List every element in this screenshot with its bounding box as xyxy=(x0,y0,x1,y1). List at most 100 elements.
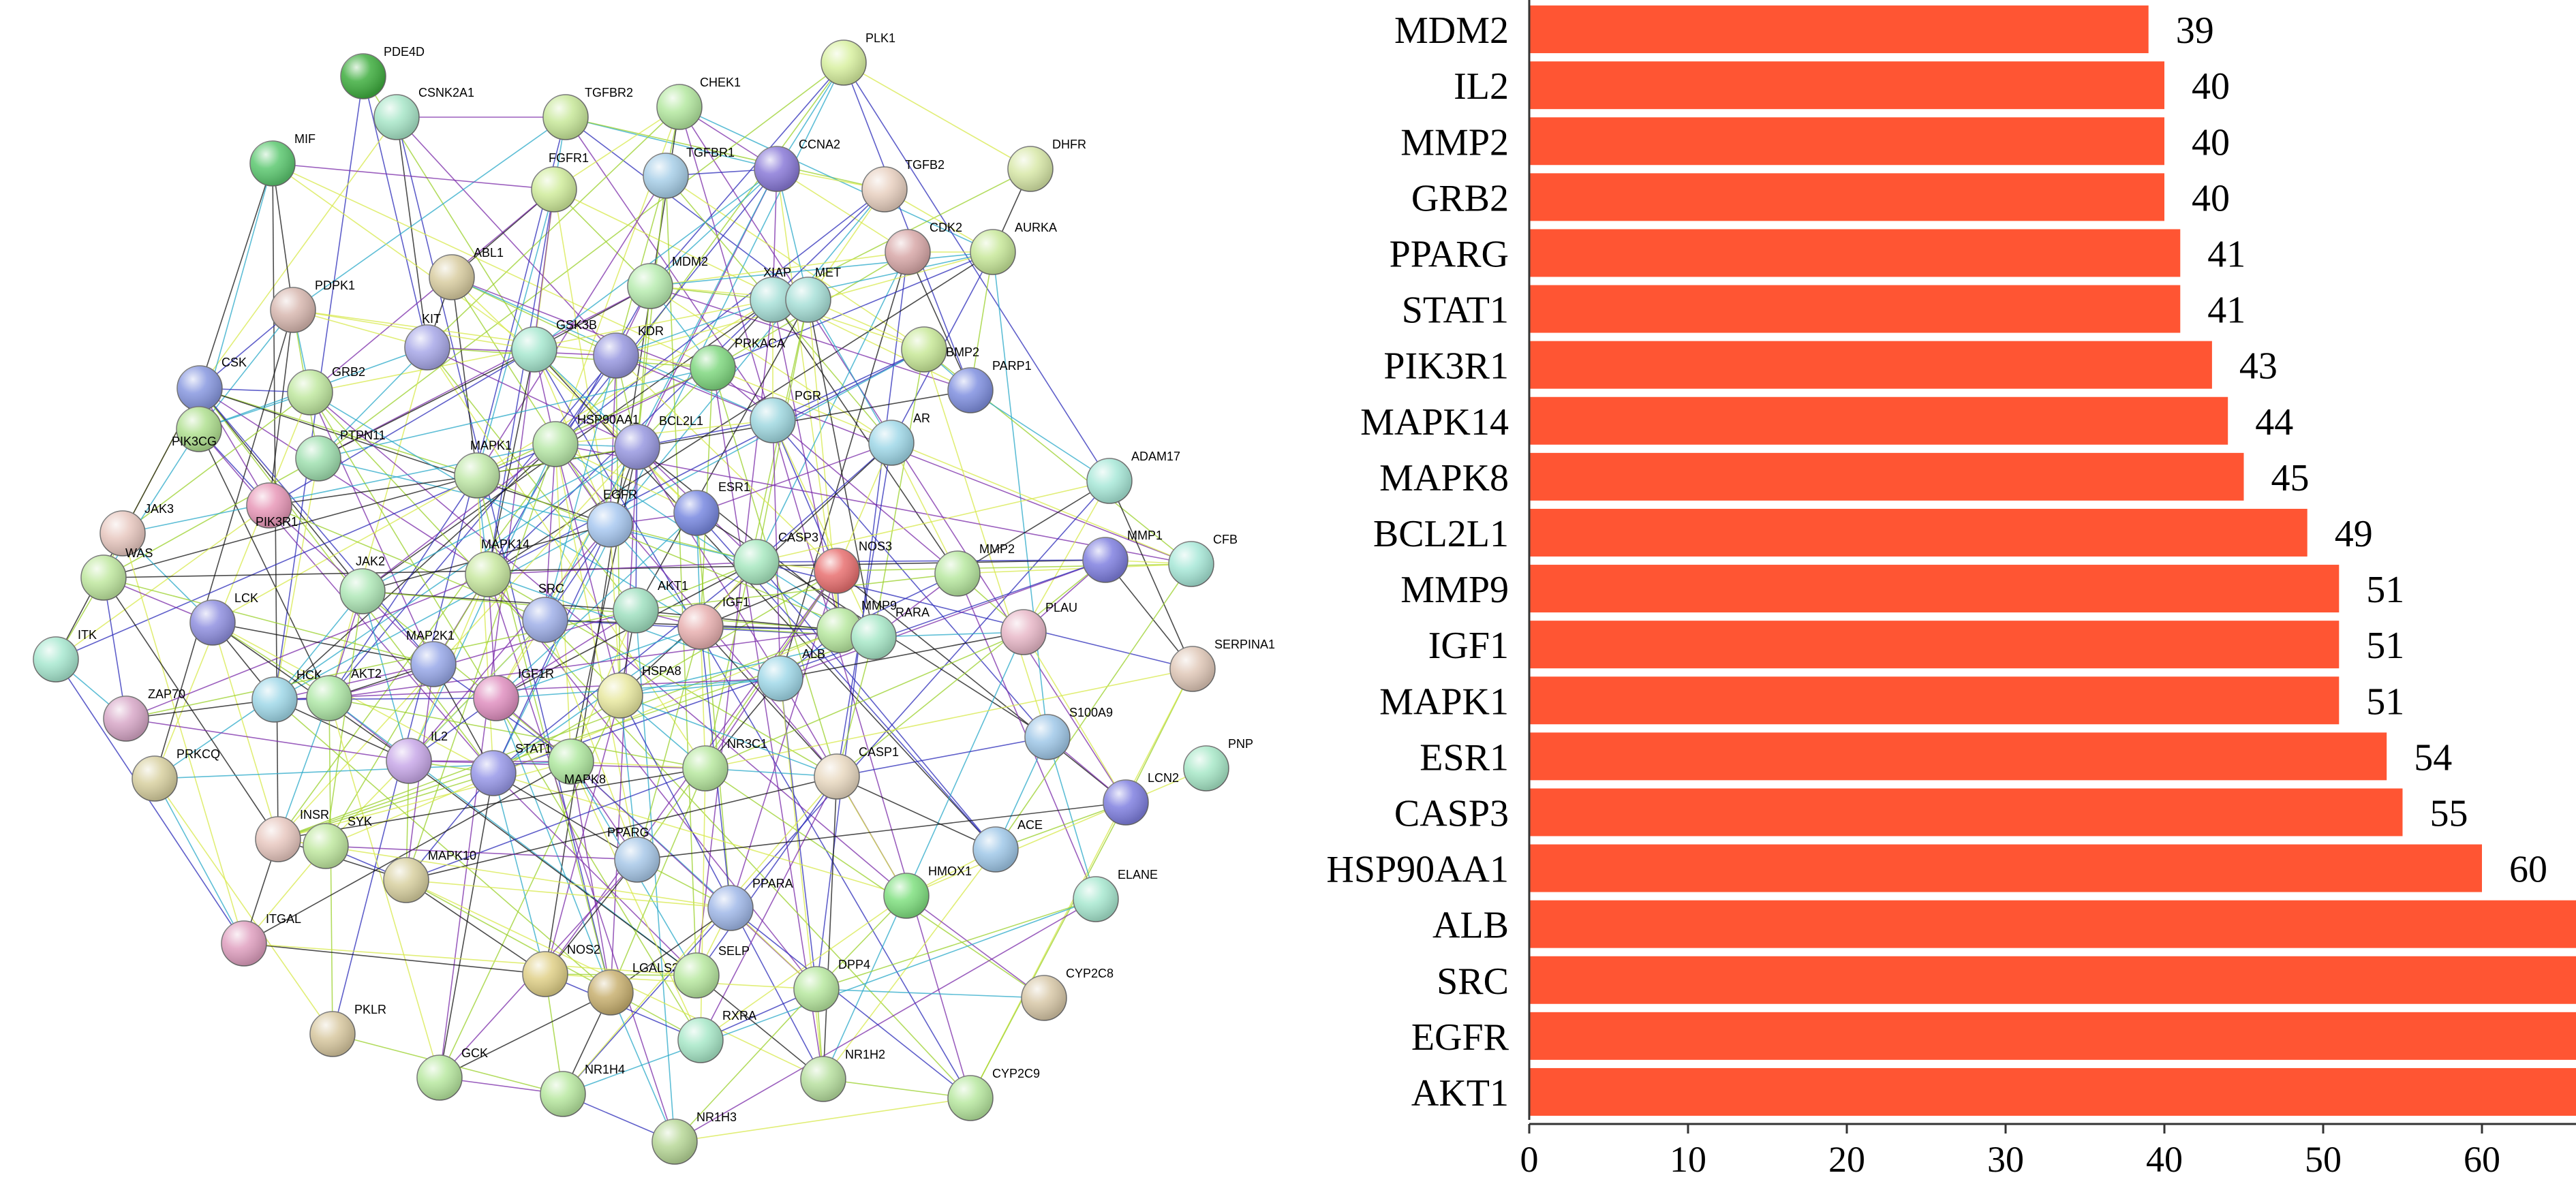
network-edge xyxy=(439,772,494,1078)
network-node: PIK3R1 xyxy=(246,482,298,529)
node-sphere-shine xyxy=(250,141,295,186)
node-label: ABL1 xyxy=(474,246,504,260)
network-node: ITGAL xyxy=(221,912,301,967)
node-label: GCK xyxy=(461,1046,488,1060)
node-sphere-shine xyxy=(543,95,588,140)
network-edge xyxy=(328,355,617,699)
x-tick-label: 20 xyxy=(1828,1139,1865,1180)
node-sphere-shine xyxy=(533,422,578,467)
value-label: 44 xyxy=(2255,401,2293,443)
node-sphere-shine xyxy=(271,287,316,332)
node-label: CASP1 xyxy=(859,745,899,759)
node-label: CSK xyxy=(221,356,247,369)
node-sphere-shine xyxy=(288,370,333,415)
network-edge xyxy=(292,309,428,348)
network-edge xyxy=(610,446,638,993)
node-label: GSK3B xyxy=(556,318,597,332)
network-node: JAK2 xyxy=(339,554,386,614)
node-sphere-shine xyxy=(256,817,301,862)
bar-series xyxy=(1529,5,2576,1116)
node-label: IGF1 xyxy=(722,595,750,609)
network-edge xyxy=(212,622,434,665)
node-label: PARP1 xyxy=(992,359,1032,373)
network-edge xyxy=(637,420,773,448)
network-node: ZAP70 xyxy=(103,687,185,742)
node-sphere-shine xyxy=(948,1076,993,1121)
node-sphere-shine xyxy=(683,746,728,791)
node-label: SERPINA1 xyxy=(1214,638,1275,651)
network-edge xyxy=(212,622,330,699)
bar-mmp2 xyxy=(1529,117,2164,166)
network-edge xyxy=(277,698,330,840)
network-edge xyxy=(637,446,781,679)
network-edge xyxy=(615,299,773,356)
network-edge xyxy=(649,285,971,391)
network-edge xyxy=(493,772,907,896)
network-edge xyxy=(103,458,319,578)
node-label: XIAP xyxy=(763,266,791,279)
node-sphere-shine xyxy=(657,84,702,129)
network-edge xyxy=(823,849,996,1080)
network-edge xyxy=(674,899,1097,1142)
network-node: MIF xyxy=(249,132,316,187)
network-node: AURKA xyxy=(970,221,1057,275)
network-edge xyxy=(970,802,1126,1099)
network-edge xyxy=(199,388,478,476)
node-sphere-shine xyxy=(613,588,658,633)
network-edge xyxy=(823,1078,971,1099)
node-sphere-shine xyxy=(902,327,947,372)
category-label: IGF1 xyxy=(1428,625,1509,667)
node-label: JAK2 xyxy=(356,554,385,568)
network-node: NR1H3 xyxy=(651,1110,737,1165)
category-label: CASP3 xyxy=(1394,792,1509,834)
network-node: IGF1R xyxy=(473,667,554,721)
network-edge xyxy=(700,776,838,1041)
node-label: PIK3CG xyxy=(172,435,217,448)
node-sphere-shine xyxy=(540,1072,585,1116)
network-edge xyxy=(615,355,838,572)
network-edge xyxy=(199,388,434,665)
network-node: KIT xyxy=(404,312,450,371)
node-sphere-shine xyxy=(814,548,859,593)
node-sphere-shine xyxy=(758,656,803,701)
network-edge xyxy=(545,859,638,975)
network-edge xyxy=(619,678,781,696)
network-edge xyxy=(1023,631,1126,803)
x-tick-label: 30 xyxy=(1987,1139,2024,1180)
network-edge xyxy=(318,62,844,459)
node-sphere-shine xyxy=(643,153,688,198)
node-sphere-shine xyxy=(1001,610,1046,655)
node-label: ALB xyxy=(802,647,825,661)
node-sphere-shine xyxy=(678,604,723,649)
bar-esr1 xyxy=(1529,732,2387,781)
network-edge xyxy=(545,619,638,860)
node-sphere-shine xyxy=(821,40,866,85)
node-label: TGFBR1 xyxy=(686,146,735,159)
node-label: CASP3 xyxy=(778,531,818,544)
network-node: BCL2L1 xyxy=(614,414,703,470)
node-label: PIK3R1 xyxy=(256,515,298,529)
network-edge xyxy=(665,175,697,976)
node-sphere-shine xyxy=(221,921,266,966)
value-label: 40 xyxy=(2192,177,2230,219)
network-edge xyxy=(712,367,824,1080)
network-edge xyxy=(154,778,245,944)
network-node: IL2 xyxy=(386,730,448,784)
node-sphere-shine xyxy=(411,642,456,687)
network-edge xyxy=(836,776,907,896)
network-node: EGFR xyxy=(587,488,637,548)
node-sphere-shine xyxy=(801,1057,846,1102)
network-edge xyxy=(487,561,757,575)
network-edge xyxy=(476,175,666,476)
node-label: MDM2 xyxy=(672,255,708,268)
network-node: CDK2 xyxy=(885,221,962,275)
network-node: TGFBR2 xyxy=(542,86,633,140)
bar-pik3r1 xyxy=(1529,341,2212,389)
node-label: BMP2 xyxy=(946,345,979,359)
network-node: MMP2 xyxy=(934,542,1015,597)
network-node: FGFR1 xyxy=(531,151,589,213)
network-edge xyxy=(665,175,925,350)
node-label: PLAU xyxy=(1045,601,1077,614)
network-edge xyxy=(125,574,489,719)
network-edge xyxy=(545,443,556,621)
